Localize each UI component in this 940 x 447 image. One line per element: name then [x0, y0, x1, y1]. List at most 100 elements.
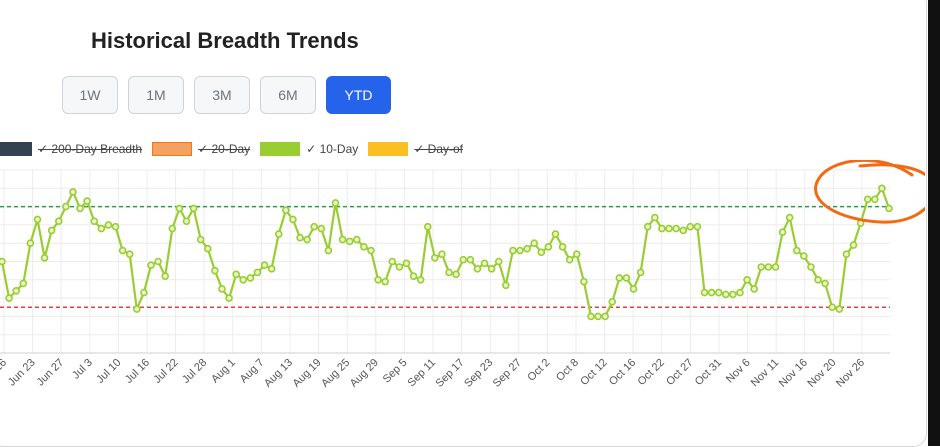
x-tick-label: Jul 10 — [94, 357, 123, 386]
data-point — [196, 235, 205, 244]
data-point — [544, 243, 553, 251]
data-point — [211, 266, 219, 275]
data-point — [601, 312, 609, 321]
data-point — [189, 204, 198, 213]
data-point — [111, 222, 120, 231]
x-tick-label: Sep 17 — [434, 357, 467, 390]
data-point — [225, 294, 233, 302]
data-point — [494, 257, 503, 266]
data-point — [665, 224, 673, 233]
x-tick-label: Jun 23 — [6, 357, 38, 389]
data-point — [140, 288, 148, 297]
data-point — [416, 276, 425, 284]
data-point — [516, 246, 524, 255]
data-point — [338, 235, 347, 244]
data-point — [565, 255, 574, 264]
data-point — [572, 250, 581, 258]
window-edge — [928, 0, 940, 446]
tab-3m[interactable]: 3M — [194, 76, 250, 114]
tab-6m[interactable]: 6M — [260, 76, 316, 114]
annotation-circle — [814, 160, 925, 224]
data-point — [303, 235, 311, 244]
data-point — [594, 312, 602, 321]
data-point — [388, 257, 397, 266]
data-point — [345, 237, 354, 246]
data-point — [12, 286, 20, 295]
x-tick-label: Jun 16 — [0, 357, 9, 389]
data-point — [523, 244, 531, 253]
x-tick-label: Nov 11 — [749, 357, 782, 390]
data-point — [792, 246, 801, 255]
data-point — [615, 274, 624, 282]
data-point — [175, 204, 184, 213]
x-tick-label: Jun 27 — [34, 357, 66, 389]
data-point — [374, 276, 382, 284]
data-point — [629, 285, 638, 293]
x-tick-label: Jul 16 — [123, 357, 152, 386]
data-point — [409, 272, 418, 280]
data-point — [721, 290, 730, 299]
data-point — [402, 259, 411, 268]
data-point — [104, 221, 113, 229]
x-tick-label: Oct 12 — [578, 357, 609, 388]
legend-item-20-day[interactable]: ✓ 20-Day — [152, 142, 250, 156]
tab-ytd[interactable]: YTD — [326, 76, 391, 114]
x-tick-label: Oct 16 — [607, 357, 638, 388]
data-point — [785, 213, 794, 222]
x-tick-label: Jul 3 — [70, 357, 95, 382]
legend-item-10-day[interactable]: ✓ 10-Day — [260, 142, 358, 156]
tab-1w[interactable]: 1W — [62, 76, 118, 114]
data-point — [90, 217, 99, 226]
data-point — [62, 202, 70, 211]
data-point — [260, 261, 269, 269]
data-point — [558, 243, 567, 251]
data-point — [863, 195, 872, 204]
x-tick-label: Oct 2 — [525, 357, 552, 384]
data-point — [154, 257, 162, 266]
data-point — [750, 285, 758, 293]
data-point — [438, 250, 446, 258]
data-point — [331, 199, 340, 207]
x-tick-label: Oct 31 — [693, 357, 724, 388]
chart-legend: ✓ 200-Day Breadth ✓ 20-Day ✓ 10-Day ✓ Da… — [0, 142, 473, 156]
data-point — [636, 268, 645, 277]
legend-label-day-of: ✓ Day-of — [414, 142, 463, 156]
data-point — [821, 279, 829, 288]
data-point — [743, 276, 751, 284]
data-point — [246, 274, 255, 282]
data-point — [757, 263, 766, 271]
x-tick-label: Aug 29 — [348, 357, 381, 390]
data-point — [764, 263, 773, 271]
data-point — [807, 263, 815, 271]
legend-item-day-of[interactable]: ✓ Day-of — [368, 142, 463, 156]
legend-item-200-day[interactable]: ✓ 200-Day Breadth — [0, 142, 142, 156]
data-point — [672, 224, 680, 233]
x-tick-label: Nov 16 — [777, 357, 810, 390]
data-point — [381, 277, 389, 286]
x-tick-label: Sep 11 — [406, 357, 439, 390]
data-point — [814, 276, 822, 284]
data-point — [480, 259, 489, 268]
data-point — [47, 226, 56, 235]
data-point — [707, 288, 716, 297]
x-tick-label: Jul 28 — [180, 357, 209, 386]
data-point — [26, 239, 35, 247]
data-point — [700, 288, 709, 297]
data-point — [19, 279, 28, 288]
x-tick-label: Nov 26 — [834, 357, 867, 390]
x-tick-label: Aug 25 — [319, 357, 352, 390]
data-point — [686, 222, 695, 231]
data-point — [800, 252, 808, 260]
data-point — [267, 265, 276, 273]
data-point — [76, 204, 84, 213]
data-point — [849, 241, 858, 249]
data-point — [423, 222, 432, 231]
x-tick-label: Oct 22 — [636, 357, 667, 388]
data-point — [842, 250, 851, 258]
data-point — [608, 297, 617, 306]
data-point — [828, 303, 837, 312]
x-tick-label: Aug 1 — [209, 357, 238, 386]
data-point — [643, 222, 652, 231]
tab-1m[interactable]: 1M — [128, 76, 184, 114]
